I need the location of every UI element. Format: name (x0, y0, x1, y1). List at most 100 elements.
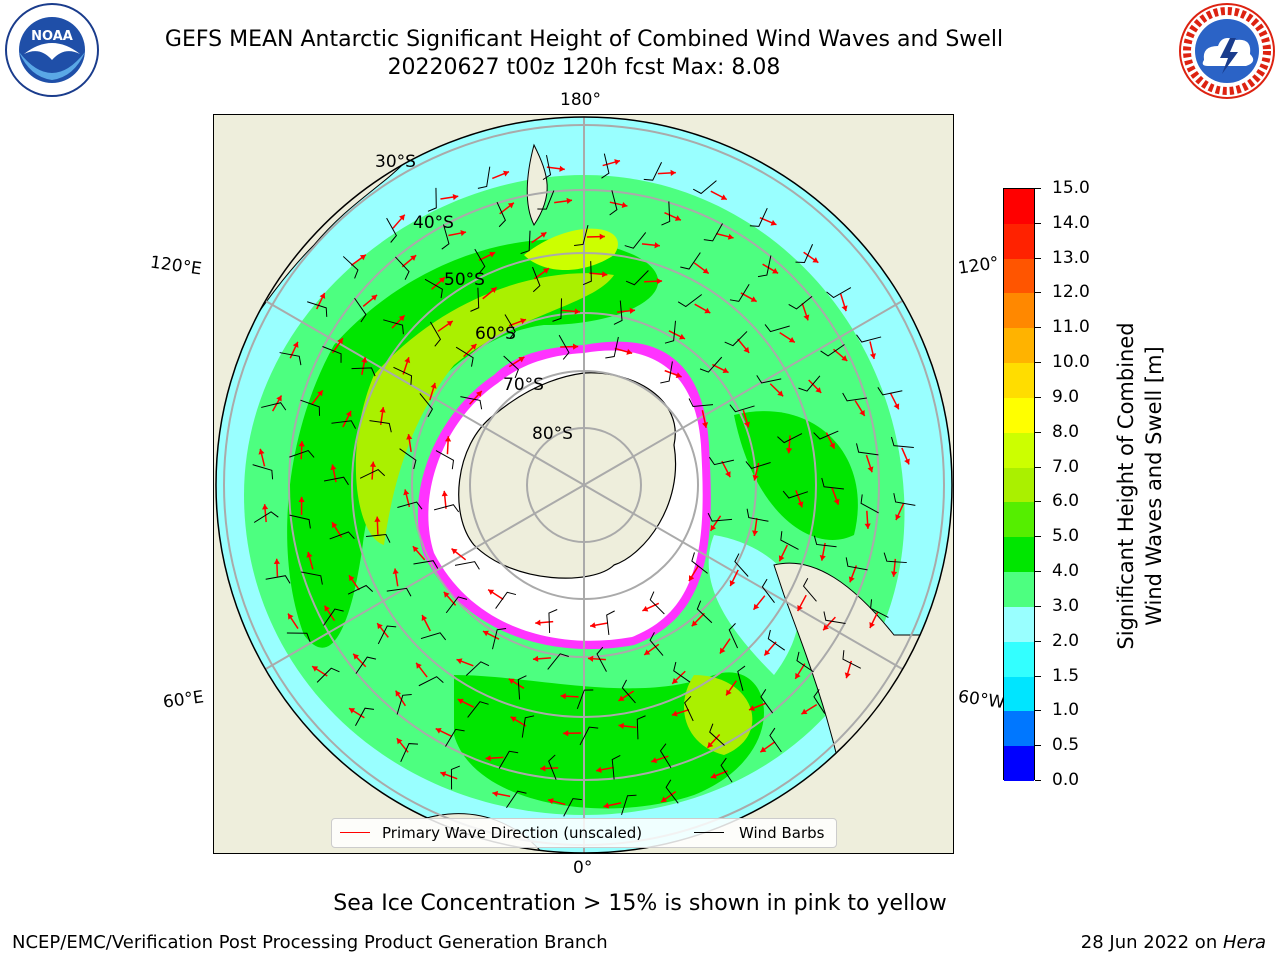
wind-barb (764, 324, 790, 333)
wind-barb (322, 346, 342, 363)
wave-direction-arrowhead (560, 693, 566, 700)
wave-direction-arrowhead (261, 504, 269, 510)
wave-direction-arrowhead (288, 613, 294, 620)
colorbar-tick-label: 3.0 (1052, 595, 1080, 616)
legend-barb-label: Wind Barbs (739, 824, 825, 842)
wind-barb (749, 208, 768, 227)
colorbar-tick (1035, 327, 1041, 329)
wind-barb (813, 689, 826, 714)
colorbar-segment (1004, 189, 1034, 224)
wind-barb (611, 755, 621, 780)
wind-barb (386, 587, 412, 597)
wave-direction-arrowhead (710, 524, 717, 531)
wind-barb (777, 433, 803, 444)
colorbar (1003, 188, 1035, 781)
wave-direction-arrowhead (614, 159, 621, 166)
wave-direction-arrowhead (895, 514, 901, 521)
wave-direction-arrowhead (719, 647, 726, 654)
noaa-logo-text: NOAA (31, 29, 73, 44)
wave-direction-arrowhead (788, 336, 795, 343)
wave-direction-arrowhead (492, 790, 499, 797)
wind-barb (521, 715, 535, 738)
wave-direction-arrowhead (532, 655, 539, 662)
wind-barb (728, 623, 739, 649)
colorbar-tick-label: 15.0 (1052, 178, 1090, 198)
wind-barb (460, 396, 483, 410)
wind-barb (301, 571, 323, 585)
wind-barb (856, 334, 882, 343)
wave-direction-arrowhead (324, 605, 330, 612)
wave-direction-arrowhead (490, 287, 497, 294)
wave-direction-arrowhead (540, 765, 546, 772)
wind-barb (413, 560, 439, 569)
wind-barb (821, 477, 844, 490)
colorbar-tick (1035, 292, 1041, 294)
wind-barb (455, 346, 474, 367)
lat-label-70s: 70°S (503, 375, 544, 395)
wind-barb (265, 575, 291, 584)
wind-barb (729, 404, 755, 413)
wind-barb (576, 689, 594, 710)
wave-direction-arrowhead (841, 305, 848, 312)
wave-direction-arrowhead (672, 677, 679, 684)
wave-direction-arrowhead (753, 603, 760, 610)
colorbar-segment (1004, 258, 1034, 294)
wind-barb (606, 610, 615, 635)
map-legend: Primary Wave Direction (unscaled) Wind B… (331, 818, 837, 848)
wind-barb (707, 512, 733, 522)
wind-barb (253, 511, 279, 523)
wind-barb (427, 187, 437, 212)
wave-direction-arrowhead (848, 576, 855, 583)
wave-direction-arrowhead (661, 796, 668, 803)
footer-date-text: 28 Jun 2022 on (1080, 932, 1223, 953)
wind-barb (517, 675, 527, 700)
lon-label-60w: 60°W (956, 686, 1007, 714)
wave-direction-arrowhead (752, 530, 759, 536)
colorbar-segment (1004, 746, 1034, 781)
wave-direction-arrowhead (547, 798, 554, 805)
wave-direction-arrowhead (337, 338, 343, 345)
wave-direction-arrowhead (374, 516, 381, 522)
wave-direction-arrowhead (416, 662, 422, 669)
wind-barb (396, 694, 412, 715)
wind-barb (355, 707, 375, 726)
wind-barb (699, 356, 723, 373)
wind-barb (649, 591, 665, 615)
wind-barb (495, 591, 517, 609)
wave-direction-arrowhead (395, 690, 402, 697)
wind-barb (845, 557, 868, 571)
wave-direction-arrowhead (890, 571, 898, 577)
wave-4m-zone-east (734, 411, 858, 540)
colorbar-tick (1035, 745, 1041, 747)
wind-barb (625, 270, 649, 286)
wave-direction-arrowhead (764, 649, 771, 656)
wave-direction-arrowhead (841, 355, 848, 361)
colorbar-tick (1035, 675, 1041, 677)
wind-barb (532, 266, 541, 293)
wave-direction-arrowhead (815, 387, 822, 393)
wave-direction-arrowhead (626, 348, 633, 355)
colorbar-tick (1035, 710, 1041, 712)
wave-direction-arrowhead (670, 169, 676, 176)
colorbar-segment (1004, 502, 1034, 538)
wave-direction-arrowhead (451, 548, 458, 555)
wave-direction-arrowhead (330, 464, 337, 471)
colorbar-tick-label: 2.0 (1052, 630, 1080, 651)
wave-direction-arrowhead (803, 314, 810, 321)
lon-label-180: 180° (560, 90, 601, 110)
wind-barb (323, 608, 344, 626)
wave-direction-arrowhead (621, 201, 628, 208)
wave-direction-arrowhead (770, 219, 777, 226)
colorbar-tick-label: 4.0 (1052, 561, 1080, 582)
wind-barb (548, 609, 558, 634)
wave-direction-arrowhead (859, 409, 865, 416)
wave-direction-arrowhead (273, 558, 281, 564)
colorbar-segment (1004, 293, 1034, 329)
wind-barb (696, 600, 713, 624)
wave-6m-zone (355, 273, 614, 545)
colorbar-tick-label: 14.0 (1052, 212, 1090, 233)
wind-barb (757, 255, 772, 278)
wind-barb (342, 256, 359, 279)
wind-barb (760, 689, 774, 714)
wave-direction-arrowhead (654, 242, 660, 249)
